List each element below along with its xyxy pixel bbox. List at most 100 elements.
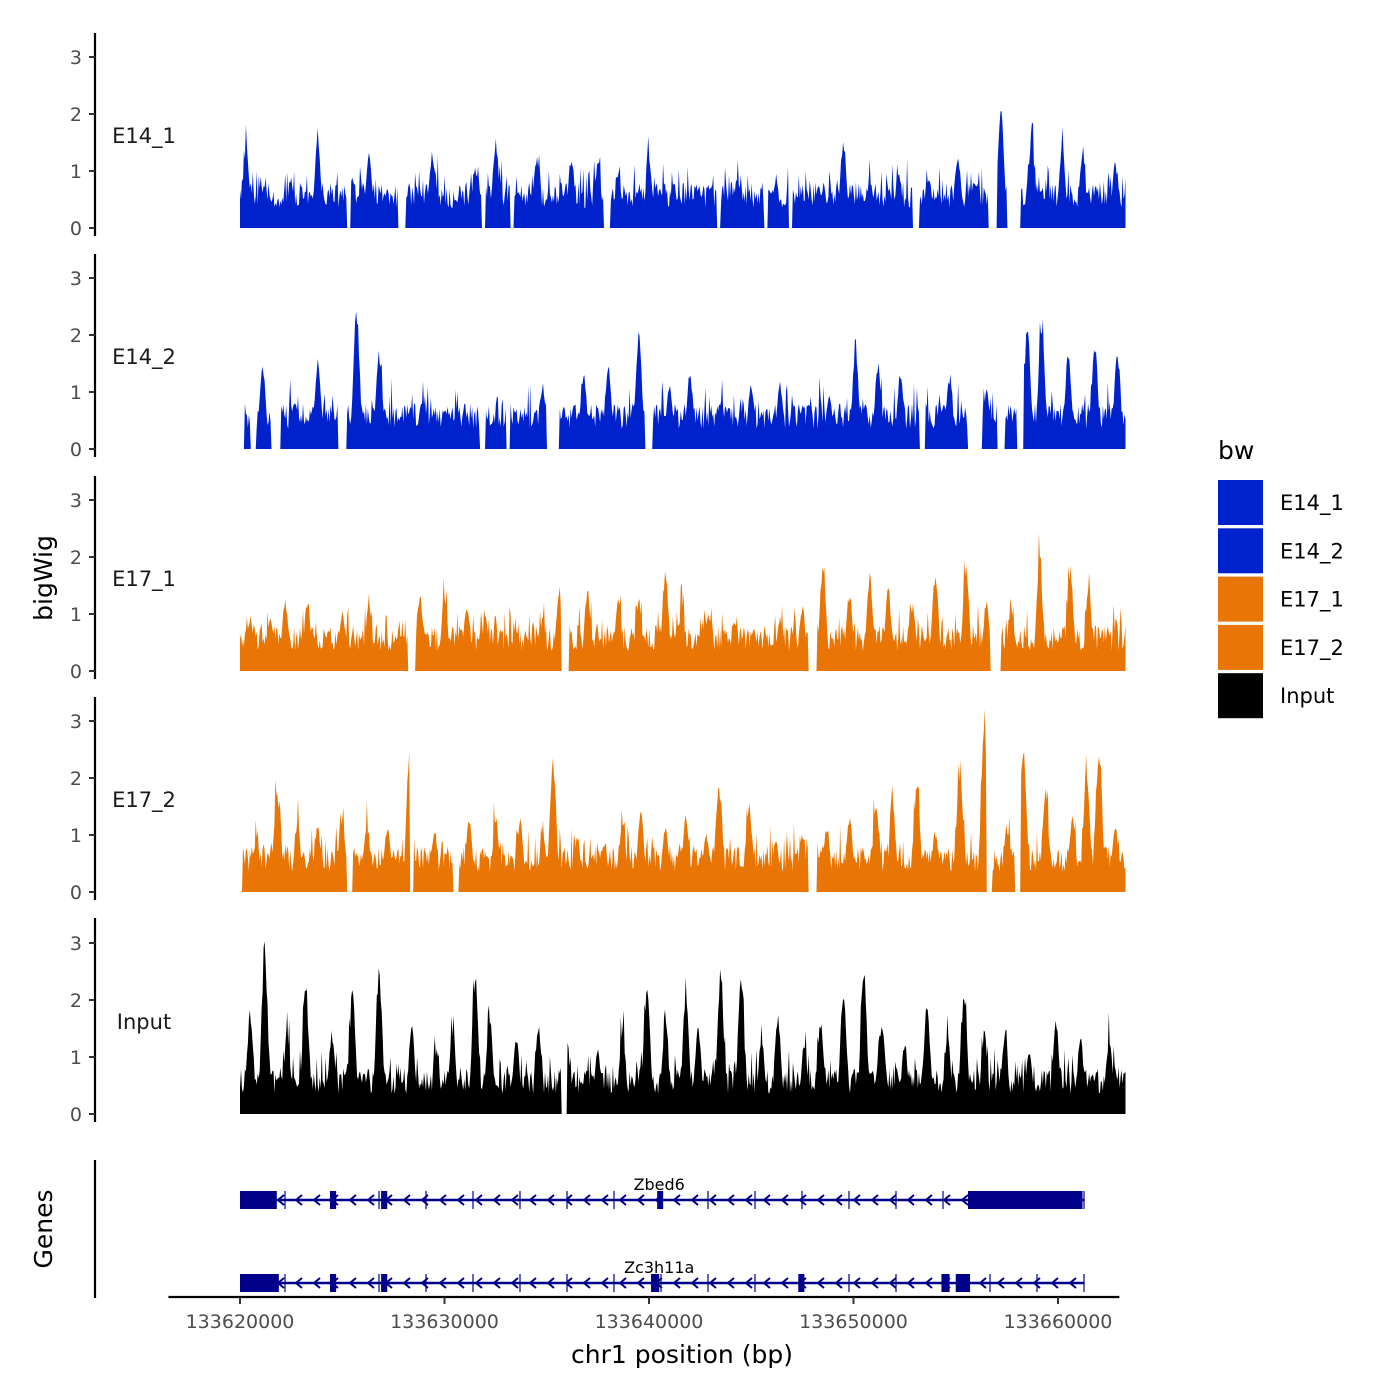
y-tick-label: 3 — [70, 711, 82, 733]
strand-arrow — [312, 1194, 321, 1206]
exon — [968, 1191, 1083, 1209]
legend-swatch — [1218, 576, 1263, 622]
strand-arrow — [312, 1277, 321, 1289]
strand-arrow — [870, 1194, 879, 1206]
y-tick-label: 0 — [70, 218, 82, 240]
legend-label: E17_2 — [1280, 636, 1344, 661]
x-axis-title: chr1 position (bp) — [571, 1340, 793, 1369]
exon — [798, 1274, 805, 1292]
x-axis: 133620000 133630000 133640000 133650000 1336… — [168, 1295, 1120, 1333]
exon — [381, 1274, 388, 1292]
y-tick-label: 0 — [70, 439, 82, 461]
strand-arrow — [690, 1277, 699, 1289]
strand-arrow — [780, 1277, 789, 1289]
legend-label: E17_1 — [1280, 588, 1344, 613]
track-input: 0 1 2 3 Input — [70, 918, 1126, 1126]
exon — [329, 1191, 337, 1209]
strand-arrow — [708, 1277, 717, 1289]
strand-arrow — [600, 1194, 609, 1206]
y-tick-label: 2 — [70, 768, 82, 790]
exon — [651, 1274, 660, 1292]
strand-arrow — [600, 1277, 609, 1289]
strand-arrow — [366, 1194, 375, 1206]
legend-label: E14_1 — [1280, 491, 1344, 516]
legend: bw E14_1 E14_2 E17_1 E17_2 Input — [1218, 436, 1344, 719]
strand-arrow — [510, 1194, 519, 1206]
y-tick-label: 3 — [70, 933, 82, 955]
track-label: E17_2 — [112, 788, 176, 813]
strand-arrow — [618, 1277, 627, 1289]
strand-arrow — [636, 1194, 645, 1206]
exon — [240, 1274, 279, 1292]
exon — [240, 1191, 277, 1209]
strand-arrow — [708, 1194, 717, 1206]
strand-arrow — [690, 1194, 699, 1206]
y-tick-label: 1 — [70, 604, 82, 626]
legend-label: E14_2 — [1280, 539, 1344, 564]
strand-arrow — [726, 1194, 735, 1206]
strand-arrow — [438, 1277, 447, 1289]
y-tick-label: 1 — [70, 382, 82, 404]
strand-arrow — [510, 1277, 519, 1289]
strand-arrow — [780, 1194, 789, 1206]
strand-arrow — [366, 1277, 375, 1289]
x-tick-label: 133630000 — [390, 1311, 499, 1333]
y-tick-label: 1 — [70, 1047, 82, 1069]
strand-arrow — [402, 1194, 411, 1206]
strand-arrow — [402, 1277, 411, 1289]
strand-arrow — [798, 1194, 807, 1206]
exon — [657, 1191, 664, 1209]
strand-arrow — [978, 1277, 987, 1289]
strand-arrow — [816, 1277, 825, 1289]
strand-arrow — [906, 1194, 915, 1206]
legend-label: Input — [1280, 684, 1334, 708]
signal-area — [240, 311, 1126, 449]
y-tick-label: 1 — [70, 825, 82, 847]
track-label: E17_1 — [112, 567, 176, 592]
gene-zc3h11a: Zc3h11a — [240, 1258, 1085, 1292]
exon — [381, 1191, 388, 1209]
genes-axis-title: Genes — [29, 1189, 58, 1268]
strand-arrow — [492, 1194, 501, 1206]
gene-name: Zc3h11a — [624, 1258, 694, 1277]
y-tick-label: 2 — [70, 547, 82, 569]
track-e17-2: 0 1 2 3 E17_2 — [70, 697, 1126, 904]
signal-area — [240, 941, 1126, 1114]
strand-arrow — [564, 1277, 573, 1289]
strand-arrow — [1068, 1277, 1077, 1289]
track-label: E14_2 — [112, 345, 176, 370]
strand-arrow — [762, 1277, 771, 1289]
signal-area — [240, 110, 1126, 228]
legend-swatch — [1218, 480, 1263, 525]
legend-swatch — [1218, 673, 1263, 719]
strand-arrow — [870, 1277, 879, 1289]
genes-track: Zbed6 Zc3h11a — [93, 1160, 1085, 1298]
track-label: Input — [117, 1010, 171, 1034]
strand-arrow — [744, 1194, 753, 1206]
strand-arrow — [906, 1277, 915, 1289]
y-tick-label: 0 — [70, 1104, 82, 1126]
strand-arrow — [348, 1194, 357, 1206]
strand-arrow — [276, 1194, 285, 1206]
legend-swatch — [1218, 624, 1263, 670]
strand-arrow — [888, 1194, 897, 1206]
y-tick-label: 0 — [70, 661, 82, 683]
gene-name: Zbed6 — [634, 1175, 685, 1194]
strand-arrow — [960, 1194, 969, 1206]
strand-arrow — [348, 1277, 357, 1289]
strand-arrow — [546, 1277, 555, 1289]
y-tick-label: 2 — [70, 990, 82, 1012]
strand-arrow — [924, 1277, 933, 1289]
strand-arrow — [852, 1194, 861, 1206]
x-tick-label: 133650000 — [799, 1311, 908, 1333]
strand-arrow — [834, 1194, 843, 1206]
strand-arrow — [726, 1277, 735, 1289]
strand-arrow — [528, 1277, 537, 1289]
strand-arrow — [672, 1194, 681, 1206]
strand-arrow — [456, 1277, 465, 1289]
y-axis-title: bigWig — [29, 535, 58, 621]
strand-arrow — [816, 1194, 825, 1206]
exon — [941, 1274, 950, 1292]
strand-arrow — [582, 1277, 591, 1289]
gene-zbed6: Zbed6 — [240, 1175, 1085, 1209]
